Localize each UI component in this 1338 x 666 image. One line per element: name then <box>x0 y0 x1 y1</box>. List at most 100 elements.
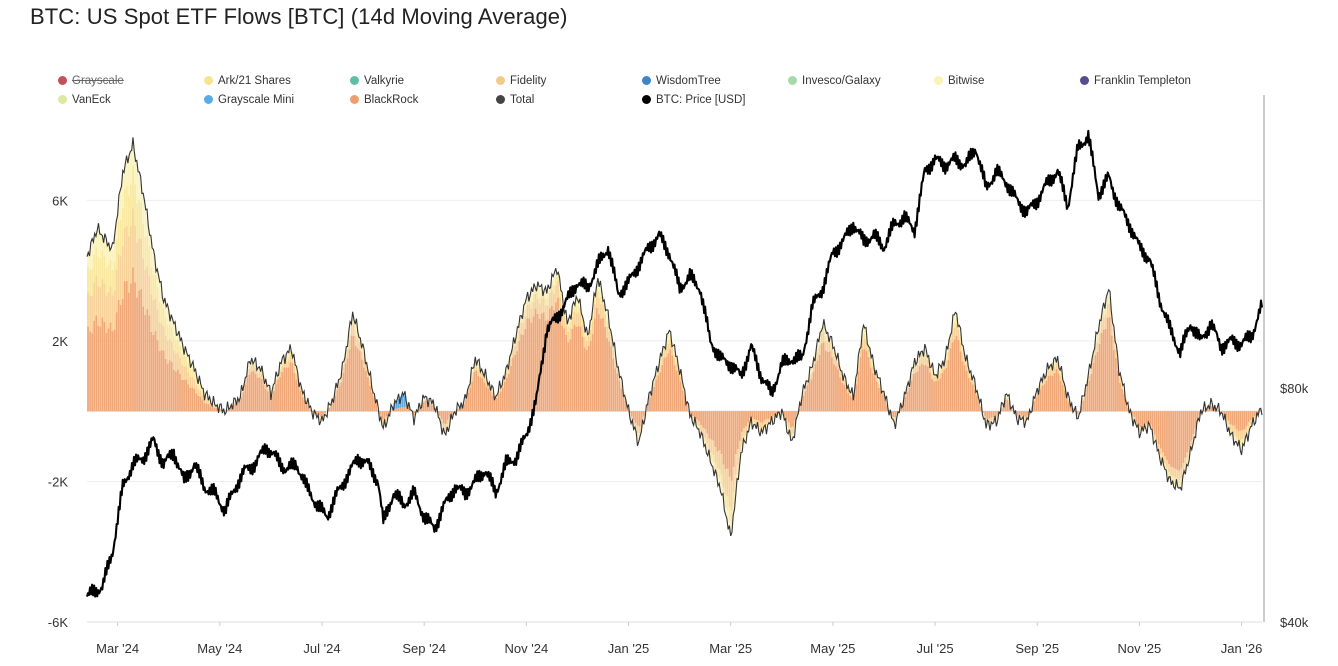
bar-ark <box>491 391 494 394</box>
bar-blackrock <box>506 377 508 412</box>
bar-blackrock <box>1023 411 1025 417</box>
bar-ark <box>293 363 296 367</box>
legend-item-invesco-galaxy[interactable]: Invesco/Galaxy <box>788 73 934 88</box>
bar-bitwise <box>550 279 553 283</box>
bar-blackrock <box>289 362 292 412</box>
bar-blackrock <box>93 320 96 412</box>
bar-ark <box>669 335 672 340</box>
bar-fidelity <box>420 404 423 405</box>
bar-blackrock <box>387 411 390 415</box>
bar-ark <box>285 357 288 361</box>
bar-bitwise <box>820 327 823 329</box>
bar-ark <box>1186 458 1189 464</box>
bar-fidelity <box>906 389 909 392</box>
bar-ark <box>132 165 134 209</box>
bar-blackrock <box>391 410 394 412</box>
bar-fidelity <box>448 417 451 421</box>
bar-ark <box>1178 480 1181 488</box>
bar-fidelity <box>89 295 91 332</box>
bar-blackrock <box>524 328 527 412</box>
bar-blackrock <box>334 395 337 412</box>
bar-blackrock <box>683 396 686 412</box>
bar-fidelity <box>710 439 713 453</box>
bar-blackrock <box>426 401 429 412</box>
bar-fidelity <box>593 304 596 319</box>
bar-ark <box>577 305 580 313</box>
bar-fidelity <box>501 383 504 388</box>
bar-fidelity <box>121 246 124 299</box>
legend-item-blackrock[interactable]: BlackRock <box>350 92 496 107</box>
legend-item-franklin-templeton[interactable]: Franklin Templeton <box>1080 73 1226 88</box>
bar-fidelity <box>1196 421 1199 423</box>
bar-fidelity <box>788 422 790 429</box>
bar-ark <box>183 355 185 366</box>
bar-blackrock <box>150 331 153 412</box>
legend-item-grayscale[interactable]: Grayscale <box>58 73 204 88</box>
bar-ark <box>777 413 780 415</box>
bar-ark <box>620 383 623 386</box>
bar-blackrock <box>246 377 249 412</box>
bar-bitwise <box>589 319 592 325</box>
bar-bitwise <box>299 385 302 387</box>
bar-fidelity <box>912 368 915 374</box>
legend-item-ark-21-shares[interactable]: Ark/21 Shares <box>204 73 350 88</box>
bar-bitwise <box>422 399 425 401</box>
bar-fidelity <box>941 367 944 374</box>
legend-item-bitwise[interactable]: Bitwise <box>934 73 1080 88</box>
bar-fidelity <box>479 372 482 378</box>
legend-item-grayscale-mini[interactable]: Grayscale Mini <box>204 92 350 107</box>
y-right-tick-label: $40k <box>1280 615 1309 630</box>
bar-ark <box>97 256 100 286</box>
bar-fidelity <box>1172 467 1175 477</box>
bar-ark <box>172 336 175 351</box>
legend-item-fidelity[interactable]: Fidelity <box>496 73 642 88</box>
bar-fidelity <box>849 393 852 396</box>
bar-fidelity <box>929 366 931 373</box>
bar-fidelity <box>1025 417 1027 420</box>
bar-ark <box>332 398 335 400</box>
bar-fidelity <box>1049 369 1052 376</box>
bar-blackrock <box>254 373 257 412</box>
bar-blackrock <box>1182 411 1185 464</box>
bar-ark <box>444 429 447 433</box>
bar-fidelity <box>1055 362 1058 369</box>
bar-bitwise <box>959 333 962 338</box>
bar-blackrock <box>900 407 903 412</box>
bar-fidelity <box>1178 470 1181 481</box>
bar-blackrock <box>669 349 672 412</box>
bar-blackrock <box>581 336 584 412</box>
bar-fidelity <box>595 292 598 309</box>
bar-ark <box>113 262 116 291</box>
grid-lines <box>87 95 1265 623</box>
bar-ark <box>254 365 257 369</box>
bar-fidelity <box>344 356 347 364</box>
bar-ark <box>916 361 919 365</box>
bar-fidelity <box>616 367 619 374</box>
bar-ark <box>201 390 204 395</box>
bar-blackrock <box>185 379 188 412</box>
bar-blackrock <box>767 411 770 420</box>
bar-ark <box>95 247 98 276</box>
bar-bitwise <box>593 295 596 298</box>
bar-fidelity <box>313 413 316 414</box>
bar-ark <box>130 184 132 227</box>
bar-bitwise <box>185 352 188 357</box>
legend-item-total[interactable]: Total <box>496 92 642 107</box>
bar-blackrock <box>620 388 623 412</box>
bar-blackrock <box>873 376 876 412</box>
legend-item-wisdomtree[interactable]: WisdomTree <box>642 73 788 88</box>
bar-blackrock <box>271 395 273 412</box>
bar-fidelity <box>812 365 815 372</box>
bar-fidelity <box>824 340 827 351</box>
bar-blackrock <box>822 342 825 412</box>
legend-item-btc-price-usd-[interactable]: BTC: Price [USD] <box>642 92 788 107</box>
bar-fidelity <box>863 339 866 350</box>
bar-fidelity <box>757 420 760 425</box>
legend-item-valkyrie[interactable]: Valkyrie <box>350 73 496 88</box>
bar-blackrock <box>1106 317 1109 412</box>
bar-fidelity <box>559 296 561 312</box>
bar-blackrock <box>604 326 606 412</box>
legend-item-vaneck[interactable]: VanEck <box>58 92 204 107</box>
bar-blackrock <box>1251 411 1254 419</box>
bar-ark <box>1102 310 1105 318</box>
